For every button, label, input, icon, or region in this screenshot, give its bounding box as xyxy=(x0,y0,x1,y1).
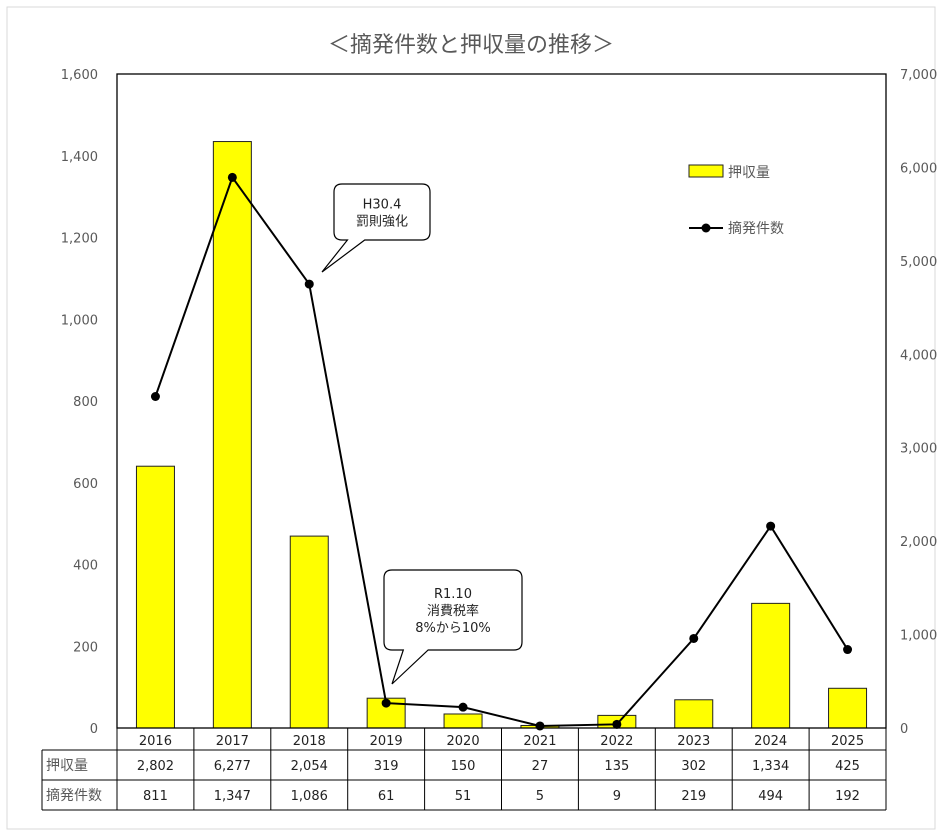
chart-title: ＜摘発件数と押収量の推移＞ xyxy=(328,33,614,58)
point-2024 xyxy=(766,521,776,531)
left-tick-label: 800 xyxy=(73,395,98,410)
right-tick-label: 2,000 xyxy=(900,535,937,550)
table-cell: 1,347 xyxy=(214,789,251,804)
left-tick-label: 1,200 xyxy=(61,232,98,247)
left-tick-label: 1,600 xyxy=(61,68,98,83)
x-tick-label: 2022 xyxy=(600,734,633,749)
table-cell: 5 xyxy=(536,789,544,804)
legend-label: 押収量 xyxy=(728,165,770,181)
right-tick-label: 6,000 xyxy=(900,161,937,176)
x-tick-label: 2019 xyxy=(370,734,403,749)
callout-text: 8%から10% xyxy=(415,621,491,636)
callout-box xyxy=(383,569,523,685)
left-tick-label: 600 xyxy=(73,477,98,492)
line-series-摘発件数 xyxy=(154,175,849,727)
table-cell: 192 xyxy=(835,789,860,804)
bar-2025 xyxy=(828,687,868,729)
table-cell: 2,054 xyxy=(291,759,328,774)
legend-label: 摘発件数 xyxy=(728,220,784,237)
x-tick-label: 2021 xyxy=(523,734,556,749)
table-cell: 51 xyxy=(455,789,472,804)
callout-text: H30.4 xyxy=(363,198,402,213)
table-cell: 2,802 xyxy=(137,759,174,774)
point-2023 xyxy=(689,633,699,643)
legend-swatch-marker xyxy=(701,223,711,233)
table-cell: 9 xyxy=(613,789,621,804)
right-tick-label: 1,000 xyxy=(900,629,937,644)
callout-text: 消費税率 xyxy=(427,603,479,619)
right-tick-label: 0 xyxy=(900,722,908,737)
legend-swatch-bar xyxy=(688,164,724,178)
left-tick-label: 200 xyxy=(73,640,98,655)
table-cell: 811 xyxy=(143,789,168,804)
table-cell: 219 xyxy=(681,789,706,804)
callout-box xyxy=(321,183,431,273)
bar-2018 xyxy=(289,535,329,729)
table-cell: 494 xyxy=(758,789,783,804)
callout-text: R1.10 xyxy=(434,587,472,602)
bar-2017 xyxy=(212,141,252,729)
left-tick-label: 0 xyxy=(90,722,98,737)
x-tick-label: 2020 xyxy=(447,734,480,749)
point-2025 xyxy=(843,645,853,655)
left-tick-label: 400 xyxy=(73,559,98,574)
right-tick-label: 4,000 xyxy=(900,348,937,363)
x-tick-label: 2016 xyxy=(139,734,172,749)
right-tick-label: 3,000 xyxy=(900,442,937,457)
callout-text: 罰則強化 xyxy=(356,215,408,230)
left-tick-label: 1,400 xyxy=(61,150,98,165)
bar-2024 xyxy=(751,602,791,729)
x-tick-label: 2023 xyxy=(677,734,710,749)
bar-2016 xyxy=(135,465,175,729)
point-2017 xyxy=(227,172,237,182)
plot-area: 0 200 400 600 800 1,000 1,200 1,400 1,600 0 1,000 2… xyxy=(41,68,937,811)
point-2018 xyxy=(304,279,314,289)
table-cell: 135 xyxy=(604,759,629,774)
left-tick-label: 1,000 xyxy=(61,313,98,328)
point-2022 xyxy=(612,719,622,729)
bar-2023 xyxy=(674,699,714,729)
table-cell: 302 xyxy=(681,759,706,774)
table-cell: 1,086 xyxy=(291,789,328,804)
point-2020 xyxy=(458,702,468,712)
point-2016 xyxy=(150,392,160,402)
table-cell: 150 xyxy=(451,759,476,774)
point-2019 xyxy=(381,698,391,708)
right-tick-label: 7,000 xyxy=(900,68,937,83)
table-cell: 425 xyxy=(835,759,860,774)
table-cell: 27 xyxy=(532,759,549,774)
right-tick-label: 5,000 xyxy=(900,255,937,270)
x-tick-label: 2024 xyxy=(754,734,787,749)
x-tick-label: 2018 xyxy=(293,734,326,749)
point-2021 xyxy=(535,721,545,731)
table-cell: 319 xyxy=(374,759,399,774)
table-row-label: 押収量 xyxy=(46,758,88,774)
bar-2020 xyxy=(443,713,483,729)
table-cell: 1,334 xyxy=(752,759,789,774)
x-tick-label: 2025 xyxy=(831,734,864,749)
table-cell: 6,277 xyxy=(214,759,251,774)
table-row-label: 摘発件数 xyxy=(46,787,102,804)
x-tick-label: 2017 xyxy=(216,734,249,749)
table-cell: 61 xyxy=(378,789,395,804)
